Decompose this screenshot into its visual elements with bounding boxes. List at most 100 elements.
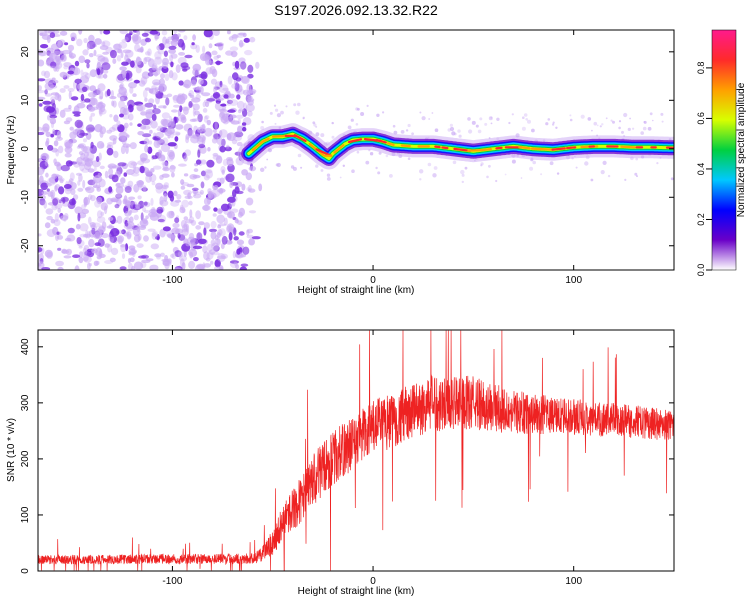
noise-blob [63, 255, 72, 259]
noise-blob [245, 103, 255, 112]
noise-blob [216, 177, 222, 181]
noise-blob [137, 195, 142, 200]
noise-blob [119, 96, 125, 102]
noise-blob [102, 69, 109, 74]
noise-speck [264, 166, 267, 169]
noise-blob [152, 108, 161, 115]
noise-speck [260, 126, 265, 130]
noise-blob [215, 155, 223, 164]
noise-blob [77, 187, 84, 192]
noise-blob [60, 164, 70, 172]
noise-blob [106, 197, 113, 205]
noise-blob [125, 222, 129, 227]
noise-blob [190, 43, 198, 50]
noise-blob [121, 39, 127, 43]
noise-blob [74, 206, 83, 215]
noise-blob [38, 131, 45, 136]
noise-blob [244, 49, 253, 56]
noise-speck [652, 119, 654, 122]
noise-blob [162, 119, 171, 128]
noise-speck [596, 124, 599, 127]
noise-speck [275, 163, 279, 167]
noise-blob [233, 261, 238, 266]
trace-peak [482, 148, 492, 151]
noise-blob [248, 165, 257, 172]
noise-speck [315, 132, 320, 137]
noise-speck [632, 127, 635, 130]
noise-blob [143, 235, 149, 242]
noise-blob [168, 115, 173, 125]
noise-blob [175, 124, 184, 130]
noise-blob [211, 68, 218, 78]
noise-blob [181, 262, 186, 270]
noise-blob [167, 142, 177, 147]
noise-speck [312, 121, 316, 125]
noise-blob [39, 30, 47, 36]
noise-blob [83, 162, 92, 171]
noise-speck [433, 166, 438, 170]
noise-blob [122, 113, 130, 120]
noise-blob [137, 131, 145, 136]
noise-blob [179, 93, 188, 101]
noise-blob [191, 42, 195, 46]
noise-blob [149, 213, 160, 221]
noise-blob [175, 64, 181, 73]
noise-blob [224, 146, 232, 152]
y-tick-label: 0 [20, 568, 31, 574]
noise-blob [65, 117, 73, 122]
noise-blob [230, 208, 239, 213]
noise-blob [56, 58, 64, 63]
noise-speck [326, 173, 331, 177]
noise-blob [72, 254, 81, 258]
noise-blob [171, 236, 175, 244]
noise-blob [159, 196, 164, 205]
noise-blob [124, 33, 132, 43]
noise-speck [636, 175, 638, 178]
y-tick-label: -10 [20, 190, 31, 205]
noise-blob [219, 177, 225, 184]
noise-blob [72, 111, 81, 115]
noise-speck [640, 131, 644, 135]
noise-blob [165, 97, 170, 106]
noise-blob [235, 114, 244, 119]
noise-blob [65, 248, 72, 256]
noise-blob [74, 119, 84, 128]
y-tick-label: 0 [20, 146, 31, 152]
noise-blob [210, 231, 217, 240]
noise-blob [45, 78, 54, 85]
noise-blob [132, 93, 137, 97]
y-tick-label: 20 [20, 46, 31, 58]
noise-blob [97, 226, 106, 233]
noise-blob [214, 102, 222, 110]
noise-blob [85, 158, 90, 163]
noise-blob [149, 208, 157, 214]
noise-blob [147, 228, 156, 232]
noise-blob [191, 97, 201, 103]
noise-blob [95, 101, 103, 110]
noise-blob [121, 229, 126, 235]
noise-blob [178, 255, 188, 262]
noise-speck [356, 150, 360, 154]
noise-blob [190, 79, 197, 87]
noise-blob [200, 181, 205, 189]
trace-peak [315, 148, 333, 157]
noise-blob [237, 211, 243, 218]
noise-blob [183, 216, 189, 221]
noise-speck [531, 128, 535, 133]
noise-speck [569, 114, 572, 117]
noise-blob [51, 204, 58, 211]
noise-speck [427, 162, 432, 167]
noise-blob [239, 266, 247, 270]
noise-speck [643, 120, 647, 124]
noise-blob [106, 144, 112, 149]
noise-blob [109, 236, 114, 243]
noise-blob [120, 244, 126, 248]
noise-blob [67, 227, 75, 234]
noise-blob [116, 120, 121, 127]
noise-speck [621, 130, 624, 134]
noise-blob [74, 265, 80, 270]
noise-speck [461, 173, 465, 177]
noise-blob [184, 149, 192, 157]
noise-blob [234, 82, 240, 92]
